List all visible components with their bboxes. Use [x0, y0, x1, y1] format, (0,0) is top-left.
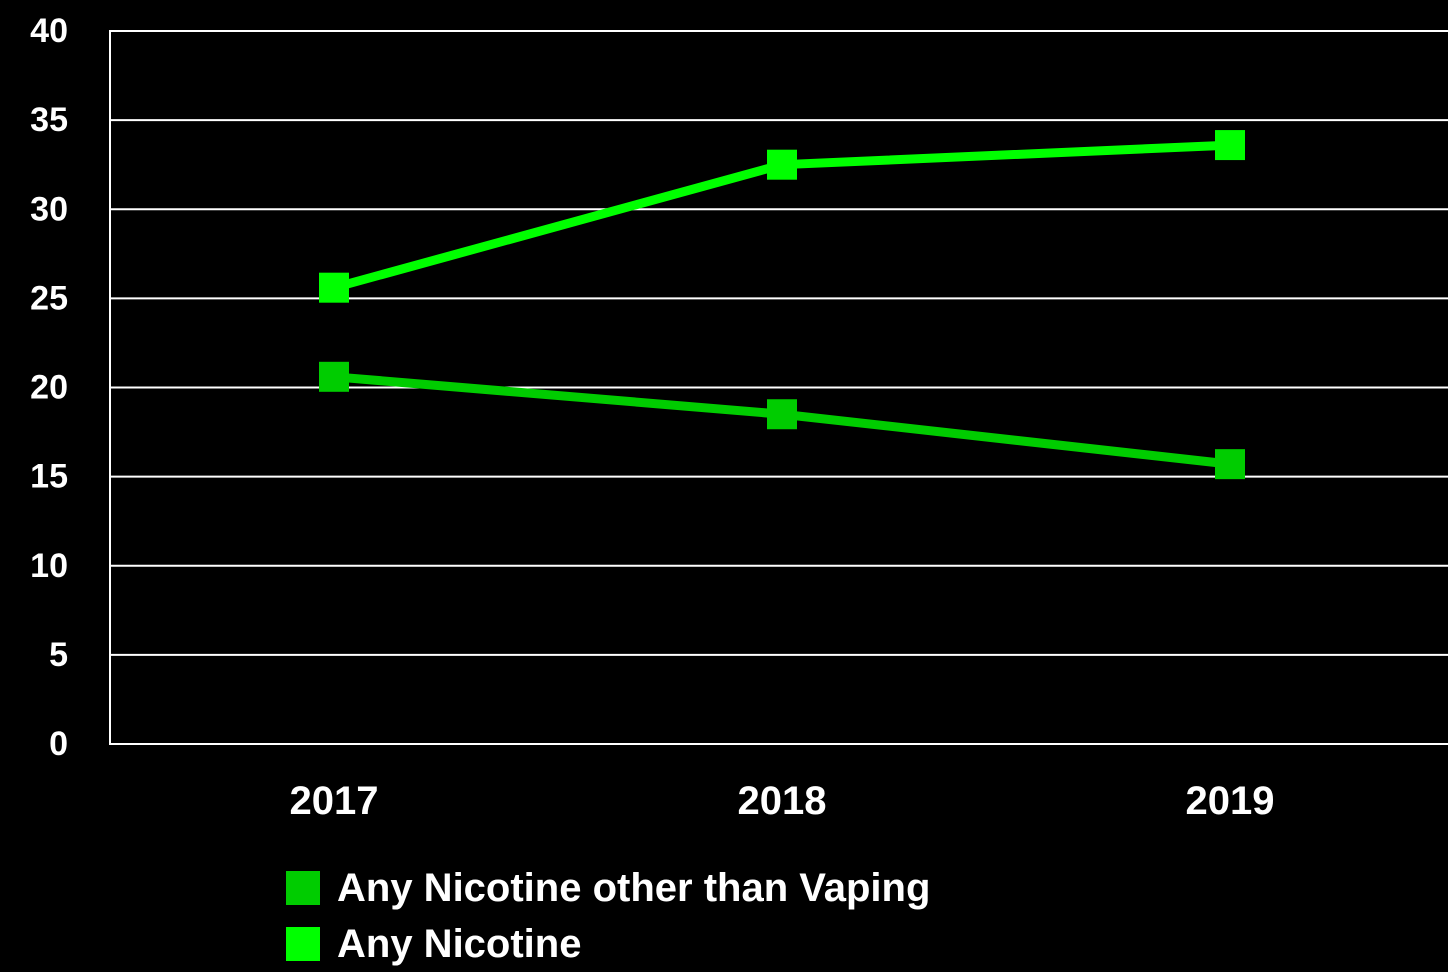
marker-any-nicotine-2017 — [319, 272, 349, 303]
x-axis-tick-labels: 2017 2018 2019 — [290, 779, 1275, 823]
y-tick-label-30: 30 — [30, 190, 68, 228]
y-tick-label-15: 15 — [30, 458, 68, 496]
marker-any-nicotine-2019 — [1215, 130, 1245, 161]
legend-item-any-nicotine: Any Nicotine — [286, 916, 930, 972]
y-tick-label-40: 40 — [30, 12, 68, 50]
y-tick-label-35: 35 — [30, 101, 68, 139]
x-tick-label-2017: 2017 — [290, 779, 379, 823]
marker-any-nicotine-other-than-vaping-2018 — [767, 399, 797, 430]
legend-label-any-nicotine-other-than-vaping: Any Nicotine other than Vaping — [337, 866, 931, 910]
series-lines — [319, 130, 1245, 480]
marker-any-nicotine-other-than-vaping-2017 — [319, 361, 349, 392]
legend-item-any-nicotine-other-than-vaping: Any Nicotine other than Vaping — [286, 860, 930, 916]
legend-swatch-any-nicotine — [286, 927, 320, 961]
y-tick-label-10: 10 — [30, 547, 68, 585]
legend-swatch-any-nicotine-other-than-vaping — [286, 871, 320, 905]
gridlines — [109, 30, 1448, 745]
marker-any-nicotine-2018 — [767, 149, 797, 180]
y-axis-tick-labels: 0 5 10 15 20 25 30 35 40 — [30, 12, 68, 763]
y-tick-label-0: 0 — [49, 725, 68, 763]
legend: Any Nicotine other than Vaping Any Nicot… — [286, 860, 930, 972]
y-tick-label-20: 20 — [30, 369, 68, 407]
y-tick-label-25: 25 — [30, 279, 68, 317]
x-tick-label-2019: 2019 — [1186, 779, 1275, 823]
legend-label-any-nicotine: Any Nicotine — [337, 922, 582, 966]
x-tick-label-2018: 2018 — [738, 779, 827, 823]
marker-any-nicotine-other-than-vaping-2019 — [1215, 449, 1245, 480]
y-tick-label-5: 5 — [49, 636, 68, 674]
